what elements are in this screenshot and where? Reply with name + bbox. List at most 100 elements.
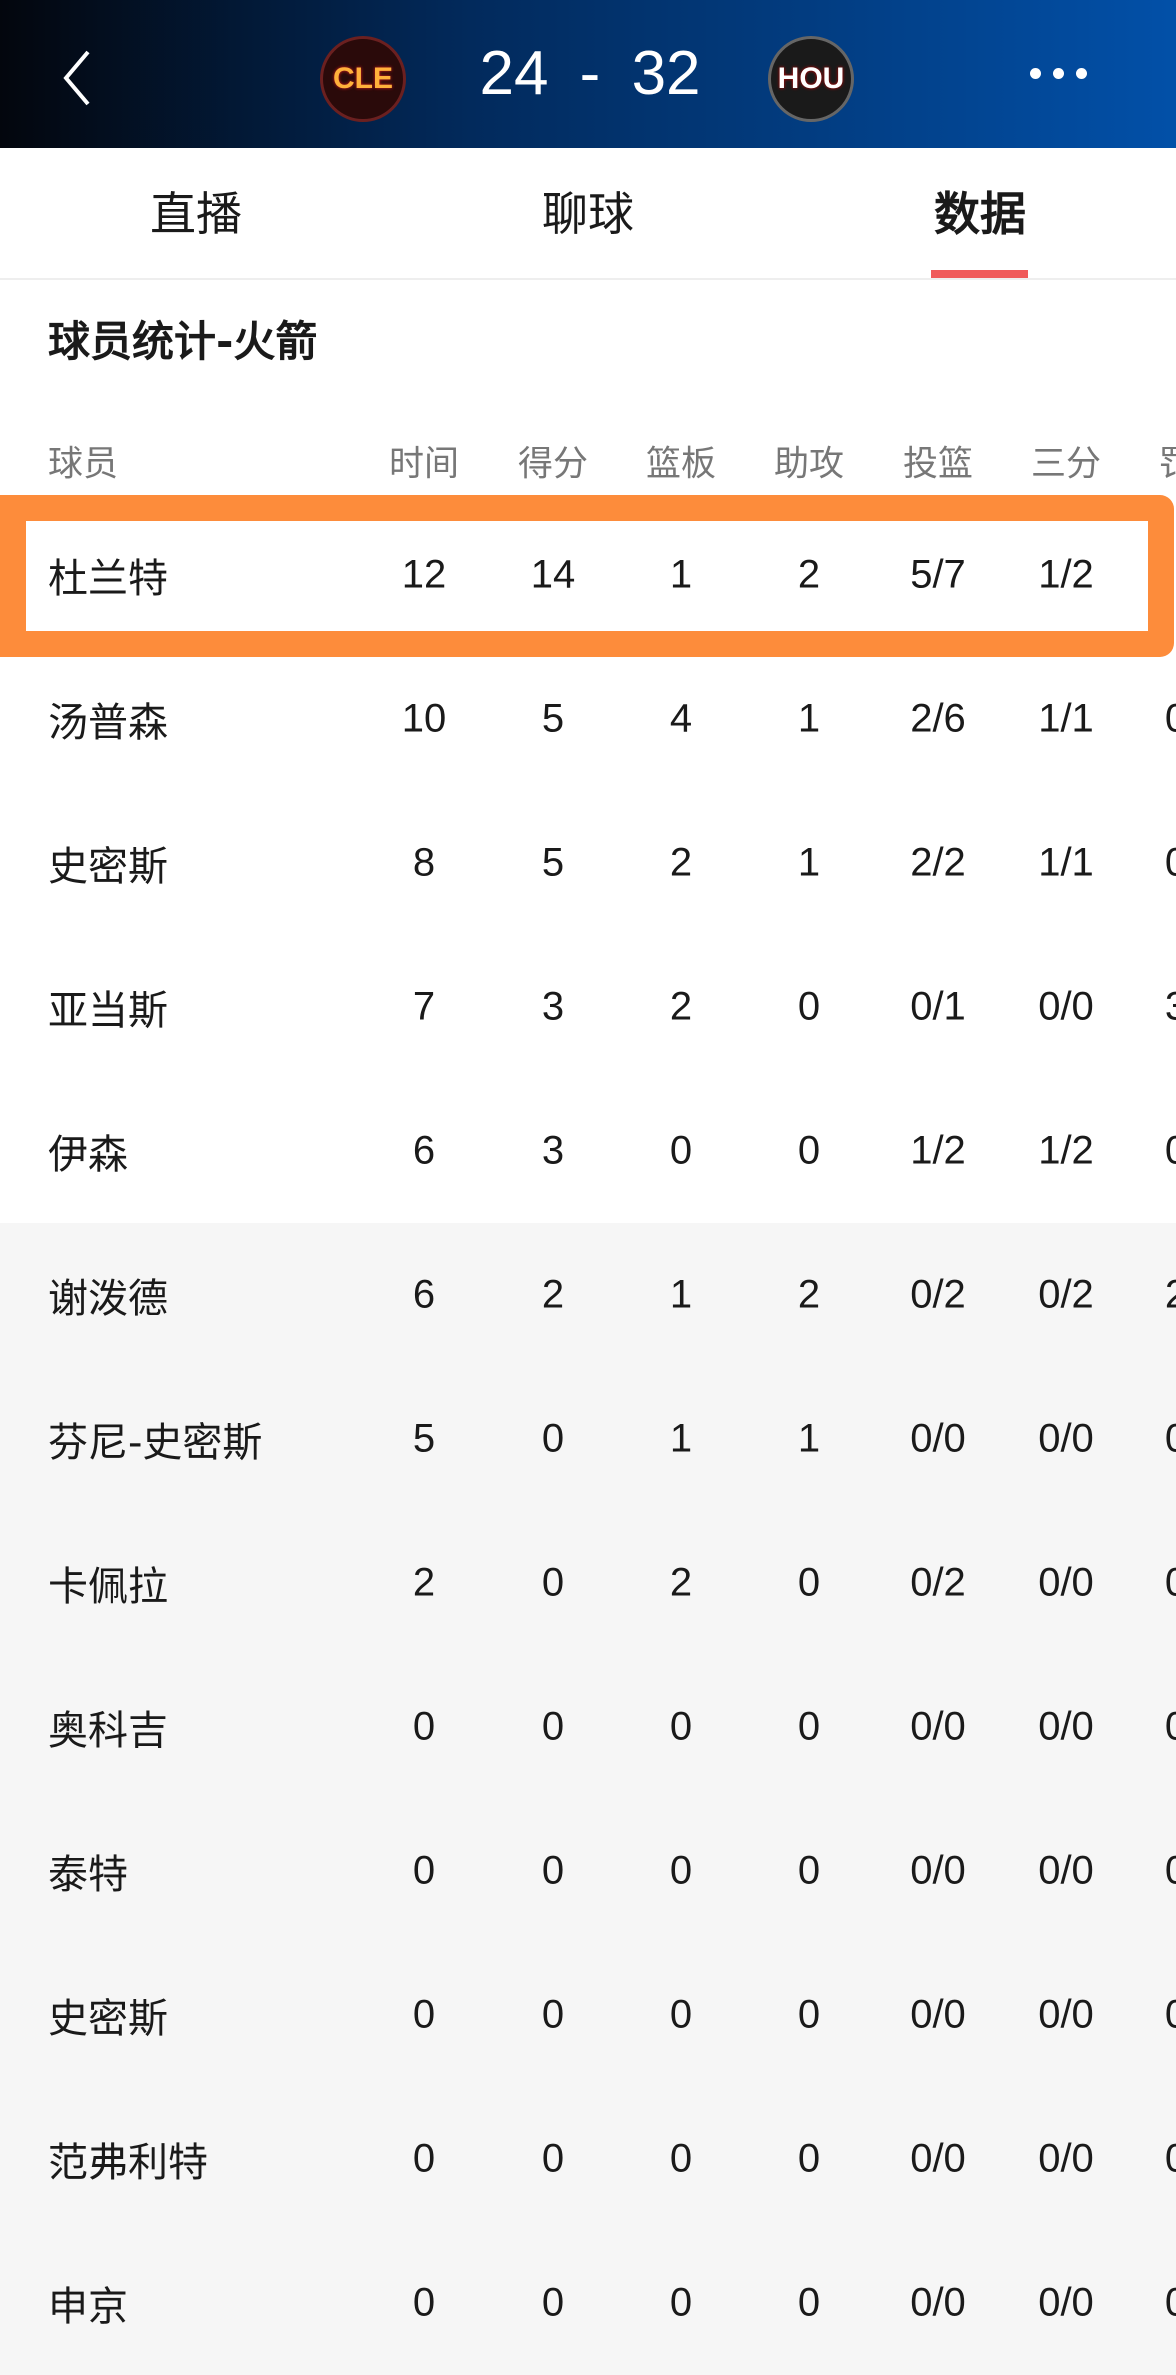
stat-cell: 0/0 (910, 2280, 966, 2325)
column-header[interactable]: 助攻 (773, 444, 845, 485)
stat-cell: 0 (541, 1416, 565, 1461)
stat-cell: 0 (541, 2280, 565, 2325)
stat-cell: 5 (541, 696, 565, 741)
stat-cell: 3 (541, 1128, 565, 1173)
more-icon[interactable] (1030, 68, 1100, 88)
column-header[interactable]: 罚 (1158, 436, 1176, 487)
stat-cell: 0 (1165, 841, 1176, 886)
stat-cell: 0 (797, 2136, 821, 2181)
stat-cell: 0/0 (1038, 2136, 1094, 2181)
player-name[interactable]: 杜兰特 (48, 556, 168, 602)
stat-cell: 1 (797, 840, 821, 885)
stat-cell: 1 (797, 696, 821, 741)
table-row[interactable]: 杜兰特 12 14 1 2 5/7 1/2 (0, 503, 1176, 647)
column-header[interactable]: 球员 (48, 444, 119, 485)
stat-cell: 1/1 (1038, 696, 1094, 741)
stat-cell: 0 (1165, 1417, 1176, 1462)
stat-cell: 3 (1165, 985, 1176, 1030)
stat-cell: 0 (541, 1848, 565, 1893)
table-row[interactable]: 卡佩拉 2 0 2 0 0/2 0/0 0 (0, 1511, 1176, 1655)
stat-cell: 2 (669, 840, 693, 885)
stat-cell: 6 (412, 1272, 436, 1317)
stat-cell: 1 (669, 552, 693, 597)
player-name[interactable]: 伊森 (48, 1132, 128, 1178)
stat-cell: 0 (1165, 1993, 1176, 2038)
stat-cell: 14 (530, 552, 576, 597)
tab-live[interactable]: 直播 (150, 187, 242, 241)
stat-cell: 0 (541, 1704, 565, 1749)
stat-cell: 0 (797, 984, 821, 1029)
player-name[interactable]: 申京 (48, 2284, 128, 2330)
tab-stats[interactable]: 数据 (934, 187, 1026, 241)
column-header[interactable]: 篮板 (645, 444, 717, 485)
table-row[interactable]: 范弗利特 0 0 0 0 0/0 0/0 0 (0, 2087, 1176, 2231)
table-row[interactable]: 史密斯 0 0 0 0 0/0 0/0 0 (0, 1943, 1176, 2087)
player-name[interactable]: 泰特 (48, 1852, 128, 1898)
home-score: 24 (479, 39, 549, 108)
column-header[interactable]: 三分 (1030, 444, 1102, 485)
stat-cell: 0 (412, 1848, 436, 1893)
stat-cell: 0/0 (910, 2136, 966, 2181)
game-header: CLE 24 - 32 HOU (0, 0, 1176, 148)
stat-cell: 0/0 (1038, 1704, 1094, 1749)
player-name[interactable]: 范弗利特 (48, 2140, 208, 2186)
column-header[interactable]: 得分 (517, 444, 589, 485)
column-header[interactable]: 时间 (388, 444, 460, 485)
stat-cell: 0/0 (910, 1704, 966, 1749)
stat-cell: 0 (669, 1992, 693, 2037)
player-name[interactable]: 谢泼德 (48, 1276, 168, 1322)
stat-cell: 1 (669, 1416, 693, 1461)
player-name[interactable]: 汤普森 (48, 700, 168, 746)
scoreboard: 24 - 32 (440, 38, 740, 109)
stat-cell: 2 (797, 1272, 821, 1317)
table-row[interactable]: 奥科吉 0 0 0 0 0/0 0/0 0 (0, 1655, 1176, 1799)
back-icon[interactable] (58, 48, 98, 108)
stat-cell: 0/0 (910, 1848, 966, 1893)
player-name[interactable]: 亚当斯 (48, 988, 168, 1034)
table-row[interactable]: 泰特 0 0 0 0 0/0 0/0 0 (0, 1799, 1176, 1943)
stat-cell: 0 (669, 1704, 693, 1749)
stat-cell: 1/2 (1038, 552, 1094, 597)
stat-cell: 4 (669, 696, 693, 741)
stat-cell: 2 (541, 1272, 565, 1317)
table-row[interactable]: 伊森 6 3 0 0 1/2 1/2 0 (0, 1079, 1176, 1223)
home-team-logo[interactable]: CLE (320, 36, 406, 122)
stat-cell: 2/2 (910, 840, 966, 885)
table-row[interactable]: 申京 0 0 0 0 0/0 0/0 0 (0, 2231, 1176, 2375)
table-row[interactable]: 芬尼-史密斯 5 0 1 1 0/0 0/0 0 (0, 1367, 1176, 1511)
column-header[interactable]: 投篮 (902, 444, 974, 485)
stat-cell: 0/2 (910, 1560, 966, 1605)
stat-cell: 0/0 (1038, 1992, 1094, 2037)
tab-chat[interactable]: 聊球 (542, 187, 634, 241)
stat-cell: 0/0 (1038, 984, 1094, 1029)
player-name[interactable]: 史密斯 (48, 844, 168, 890)
player-name[interactable]: 史密斯 (48, 1996, 168, 2042)
stat-cell: 0 (797, 1992, 821, 2037)
stat-cell: 0 (412, 1704, 436, 1749)
table-row[interactable]: 汤普森 10 5 4 1 2/6 1/1 0 (0, 647, 1176, 791)
table-row[interactable]: 史密斯 8 5 2 1 2/2 1/1 0 (0, 791, 1176, 935)
stat-cell: 0 (669, 1848, 693, 1893)
stat-cell: 2 (669, 984, 693, 1029)
stat-cell: 0 (797, 1560, 821, 1605)
table-row[interactable]: 谢泼德 6 2 1 2 0/2 0/2 2 (0, 1223, 1176, 1367)
stat-cell: 1/1 (1038, 840, 1094, 885)
table-header: 球员 时间 得分 篮板 助攻 投篮 三分 罚 (0, 420, 1176, 502)
stat-cell: 12 (401, 552, 447, 597)
player-name[interactable]: 奥科吉 (48, 1708, 168, 1754)
stat-cell: 0 (797, 1128, 821, 1173)
stat-cell: 0/2 (910, 1272, 966, 1317)
stat-cell: 5 (541, 840, 565, 885)
stat-cell: 0 (669, 1128, 693, 1173)
stat-cell: 1 (797, 1416, 821, 1461)
table-row[interactable]: 亚当斯 7 3 2 0 0/1 0/0 3 (0, 935, 1176, 1079)
player-name[interactable]: 芬尼-史密斯 (48, 1420, 263, 1466)
stat-cell: 3 (541, 984, 565, 1029)
player-name[interactable]: 卡佩拉 (48, 1564, 168, 1610)
stat-cell: 8 (412, 840, 436, 885)
away-team-logo[interactable]: HOU (768, 36, 854, 122)
stat-cell: 1 (669, 1272, 693, 1317)
stat-cell: 5/7 (910, 552, 966, 597)
tab-bar: 直播 聊球 数据 (0, 148, 1176, 280)
stat-cell: 0 (797, 2280, 821, 2325)
